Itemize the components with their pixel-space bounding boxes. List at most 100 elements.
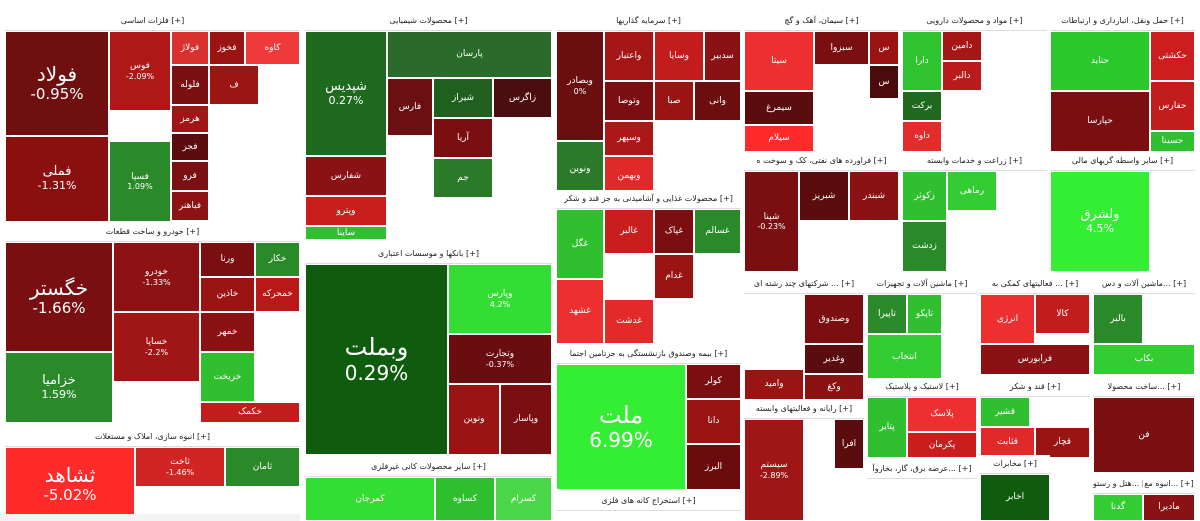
stock-tile[interactable]: شبریز <box>799 171 849 221</box>
stock-tile[interactable]: قچار <box>1035 427 1090 458</box>
sector-header[interactable]: لاستیک و پلاستیک [+] <box>867 378 977 397</box>
stock-tile[interactable]: صبا <box>654 81 694 121</box>
sector-header[interactable]: انبوه مع... [+] <box>1143 475 1195 494</box>
stock-tile[interactable]: ورنا <box>200 242 255 277</box>
stock-tile[interactable]: غالبر <box>604 209 654 254</box>
stock-tile[interactable]: وبملت 0.29% <box>305 264 448 455</box>
stock-tile[interactable]: ولشرق 4.5% <box>1050 171 1150 272</box>
stock-tile[interactable]: وبصادر 0% <box>556 31 604 141</box>
stock-tile[interactable]: خریخت <box>200 352 255 402</box>
stock-tile[interactable]: فولاد -0.95% <box>5 31 109 136</box>
stock-tile[interactable]: وسایا <box>654 31 704 81</box>
stock-tile[interactable]: فملی -1.31% <box>5 136 109 222</box>
sector-header[interactable]: فلزات اساسی [+] <box>5 12 300 31</box>
stock-tile[interactable]: خساپا -2.2% <box>113 312 200 382</box>
sector-header[interactable]: شرکتهای چند رشته ای ... [+] <box>744 275 864 294</box>
stock-tile[interactable]: تاپکو <box>907 294 942 334</box>
stock-tile[interactable]: غگل <box>556 209 604 279</box>
stock-tile[interactable]: فجر <box>171 133 209 161</box>
sector-header[interactable]: ماشین آلات و دس... [+] <box>1093 275 1195 294</box>
stock-tile[interactable]: وسپهر <box>604 121 654 156</box>
stock-tile[interactable]: خکار <box>255 242 300 277</box>
stock-tile[interactable]: شبندر <box>849 171 899 221</box>
stock-tile[interactable]: خگستر -1.66% <box>5 242 113 352</box>
stock-tile[interactable]: کالا <box>1035 294 1090 334</box>
stock-tile[interactable]: بالبر <box>1093 294 1143 344</box>
stock-tile[interactable]: فخوز <box>209 31 245 65</box>
stock-tile[interactable]: وپترو <box>305 196 387 226</box>
stock-tile[interactable]: فارس <box>387 78 433 136</box>
sector-header[interactable]: قند و شکر [+] <box>980 378 1090 397</box>
stock-tile[interactable]: واعتبار <box>604 31 654 81</box>
sector-header[interactable]: ماشین آلات و تجهیزات [+] <box>867 275 977 294</box>
stock-tile[interactable]: دارا <box>902 31 942 91</box>
sector-header[interactable]: خودرو و ساخت قطعات [+] <box>5 223 300 242</box>
sector-header[interactable]: فعالیتهای کمکی به ... [+] <box>980 275 1090 294</box>
sector-header[interactable]: سایر محصولات کانی غیرفلزی [+] <box>305 458 552 477</box>
sector-header[interactable]: استخراج کانه های فلزی [+] <box>556 492 741 511</box>
stock-tile[interactable]: قثابت <box>980 427 1035 458</box>
stock-tile[interactable]: سیمرغ <box>744 91 814 125</box>
sector-header[interactable]: بانکها و موسسات اعتباری [+] <box>305 245 552 264</box>
stock-tile[interactable]: ونوین <box>556 141 604 197</box>
stock-tile[interactable]: دالبر <box>942 61 982 91</box>
stock-tile[interactable]: شپنا -0.23% <box>744 171 799 272</box>
sector-header[interactable]: مواد و محصولات دارویی [+] <box>902 12 1047 31</box>
stock-tile[interactable]: وپاسار <box>500 384 552 455</box>
stock-tile[interactable]: افرا <box>834 419 864 469</box>
stock-tile[interactable]: گدنا <box>1093 494 1143 521</box>
stock-tile[interactable]: وپارس 4.2% <box>448 264 552 334</box>
stock-tile[interactable]: پتایر <box>867 397 907 458</box>
sector-header[interactable]: فراورده های نفتی، کک و سوخت ه [+] <box>744 152 899 171</box>
stock-tile[interactable]: پلاسک <box>907 397 977 432</box>
stock-tile[interactable]: خزامیا 1.59% <box>5 352 113 423</box>
stock-tile[interactable]: حفارس <box>1150 81 1195 131</box>
stock-tile[interactable]: مادیرا <box>1143 494 1195 521</box>
stock-tile[interactable]: ثشاهد -5.02% <box>5 447 135 521</box>
stock-tile[interactable]: هرمز <box>171 105 209 133</box>
stock-tile[interactable]: کمرجان <box>305 477 435 521</box>
stock-tile[interactable]: غدام <box>654 254 694 299</box>
stock-tile[interactable]: شیراز <box>433 78 493 118</box>
stock-tile[interactable]: زاگرس <box>493 78 552 118</box>
stock-tile[interactable]: دانا <box>686 399 741 444</box>
stock-tile[interactable]: حکشتی <box>1150 31 1195 81</box>
stock-tile[interactable]: ف <box>209 65 259 105</box>
sector-header[interactable]: سایر واسطه گریهای مالی [+] <box>1050 152 1195 171</box>
sector-header[interactable]: حمل ونقل، انبارداری و ارتباطات [+] <box>1050 12 1195 31</box>
stock-tile[interactable]: وتوصا <box>604 81 654 121</box>
stock-tile[interactable]: حسینا <box>1150 131 1195 152</box>
stock-tile[interactable]: انرژی <box>980 294 1035 344</box>
sector-header[interactable]: ساخت محصولا... [+] <box>1093 378 1195 397</box>
stock-tile[interactable]: سیلام <box>744 125 814 152</box>
stock-tile[interactable]: وانی <box>694 81 741 121</box>
stock-tile[interactable]: سیستم -2.89% <box>744 419 804 521</box>
stock-tile[interactable]: برکت <box>902 91 942 121</box>
stock-tile[interactable]: بکاب <box>1093 344 1195 375</box>
stock-tile[interactable]: فرو <box>171 161 209 191</box>
stock-tile[interactable]: وصندوق <box>804 294 864 344</box>
stock-tile[interactable]: خمحرکه <box>255 277 300 312</box>
stock-tile[interactable]: حپارسا <box>1050 91 1150 152</box>
sector-header[interactable]: سرمایه گذاریها [+] <box>556 12 741 31</box>
stock-tile[interactable]: انتخاب <box>867 334 942 380</box>
stock-tile[interactable]: پکرمان <box>907 432 977 458</box>
stock-tile[interactable]: وتجارت -0.37% <box>448 334 552 384</box>
sector-header[interactable]: بیمه وصندوق بازنشستگی به جزتامین اجتما [… <box>556 345 741 364</box>
sector-header[interactable]: انبوه سازی، املاک و مستغلات [+] <box>5 428 300 447</box>
stock-tile[interactable]: خاذین <box>200 277 255 312</box>
stock-tile[interactable]: ثاخت -1.46% <box>135 447 225 487</box>
stock-tile[interactable]: سیتا <box>744 31 814 91</box>
stock-tile[interactable]: سبزوا <box>814 31 869 65</box>
stock-tile[interactable]: ونوین <box>448 384 500 455</box>
stock-tile[interactable]: غشهد <box>556 279 604 344</box>
stock-tile[interactable]: فباهنر <box>171 191 209 221</box>
stock-tile[interactable]: اخابر <box>980 474 1050 521</box>
stock-tile[interactable]: قشیر <box>980 397 1030 427</box>
stock-tile[interactable]: خمهر <box>200 312 255 352</box>
sector-header[interactable]: سیمان، آهک و گچ [+] <box>744 12 899 31</box>
stock-tile[interactable]: کسرام <box>495 477 552 521</box>
stock-tile[interactable]: پارسان <box>387 31 552 78</box>
stock-tile[interactable]: خکمک <box>200 402 300 423</box>
stock-tile[interactable]: ساینا <box>305 226 387 240</box>
